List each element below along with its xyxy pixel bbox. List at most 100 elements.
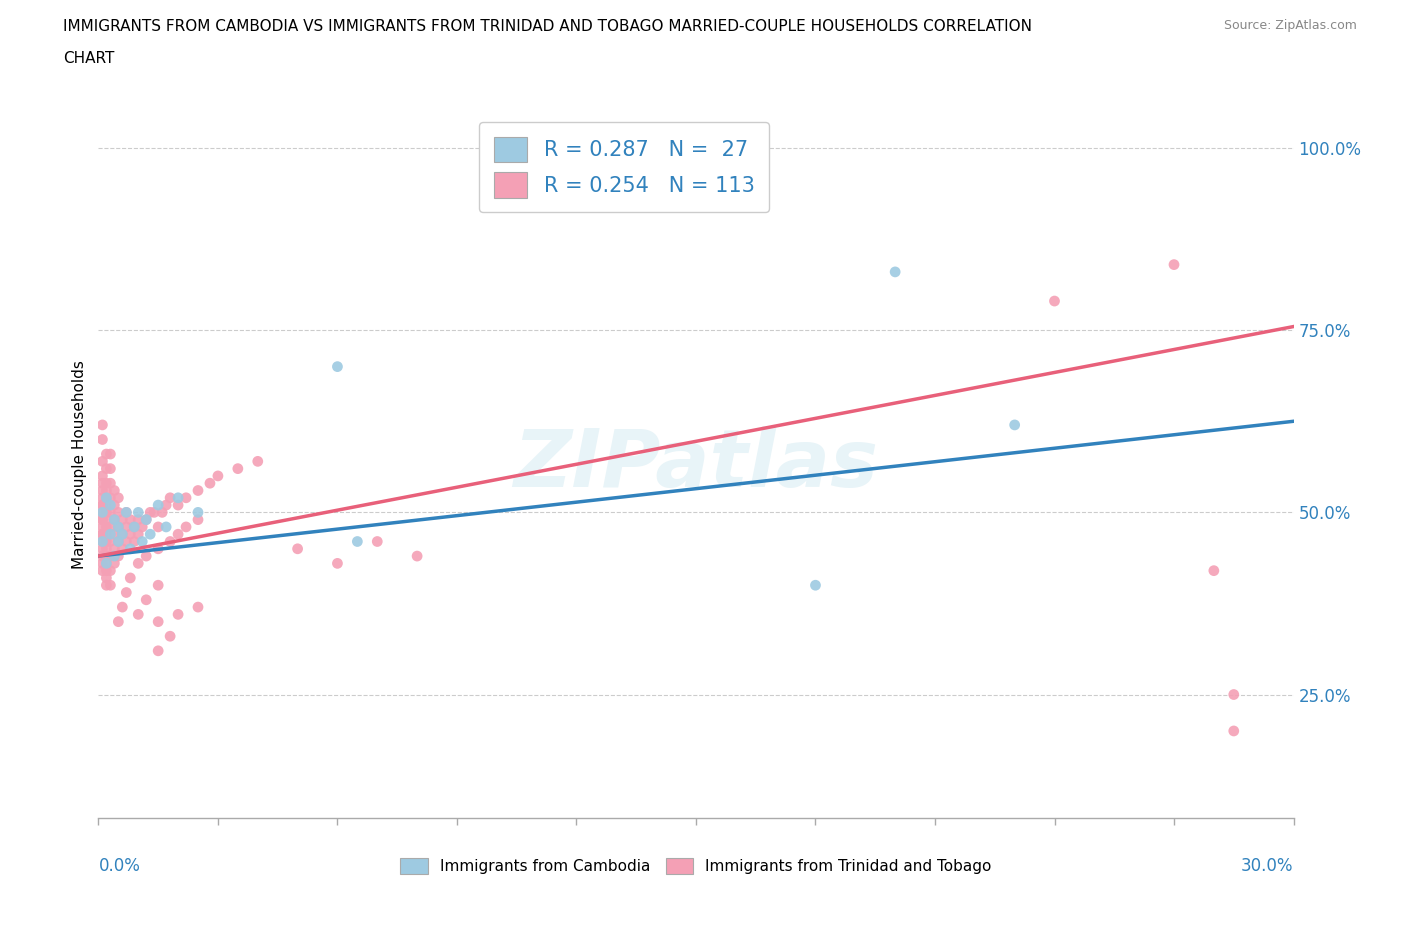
Point <box>96 564 118 578</box>
Point <box>107 534 129 549</box>
Text: IMMIGRANTS FROM CAMBODIA VS IMMIGRANTS FROM TRINIDAD AND TOBAGO MARRIED-COUPLE H: IMMIGRANTS FROM CAMBODIA VS IMMIGRANTS F… <box>63 19 1032 33</box>
Point <box>91 505 114 520</box>
Point <box>127 526 149 541</box>
Point <box>103 512 125 527</box>
Point <box>346 534 368 549</box>
Point <box>115 505 138 520</box>
Text: Source: ZipAtlas.com: Source: ZipAtlas.com <box>1223 19 1357 32</box>
Point <box>96 549 118 564</box>
Point <box>91 505 114 520</box>
Point <box>174 520 197 535</box>
Point <box>1223 687 1246 702</box>
Point <box>135 512 157 527</box>
Point <box>148 614 170 629</box>
Point <box>98 578 122 592</box>
Point <box>1202 564 1225 578</box>
Point <box>91 512 114 527</box>
Point <box>139 505 162 520</box>
Point <box>96 476 118 491</box>
Point <box>135 512 157 527</box>
Point <box>91 469 114 484</box>
Point <box>91 526 114 541</box>
Point <box>96 505 118 520</box>
Point <box>148 541 170 556</box>
Point <box>287 541 309 556</box>
Point <box>155 520 177 535</box>
Point <box>167 526 190 541</box>
Point <box>131 534 153 549</box>
Point <box>326 556 349 571</box>
Point <box>326 359 349 374</box>
Point <box>107 549 129 564</box>
Point <box>98 534 122 549</box>
Legend: Immigrants from Cambodia, Immigrants from Trinidad and Tobago: Immigrants from Cambodia, Immigrants fro… <box>401 858 991 874</box>
Point <box>107 520 129 535</box>
Point <box>148 498 170 512</box>
Point <box>96 526 118 541</box>
Point <box>246 454 269 469</box>
Point <box>103 512 125 527</box>
Point <box>1004 418 1026 432</box>
Point <box>111 541 134 556</box>
Point <box>124 534 146 549</box>
Point <box>120 512 142 527</box>
Point <box>96 556 118 571</box>
Point <box>91 418 114 432</box>
Point <box>91 520 114 535</box>
Point <box>1043 294 1066 309</box>
Text: ZIPatlas: ZIPatlas <box>513 426 879 504</box>
Point <box>187 505 209 520</box>
Point <box>103 483 125 498</box>
Point <box>167 490 190 505</box>
Point <box>98 520 122 535</box>
Text: 30.0%: 30.0% <box>1241 857 1294 875</box>
Point <box>804 578 827 592</box>
Point <box>91 490 114 505</box>
Text: 0.0%: 0.0% <box>98 857 141 875</box>
Point <box>111 512 134 527</box>
Point <box>96 490 118 505</box>
Point <box>107 505 129 520</box>
Point <box>159 534 181 549</box>
Point <box>96 541 118 556</box>
Point <box>96 461 118 476</box>
Point <box>107 490 129 505</box>
Point <box>167 498 190 512</box>
Point <box>115 585 138 600</box>
Point <box>187 512 209 527</box>
Point <box>96 570 118 585</box>
Point <box>155 498 177 512</box>
Point <box>91 534 114 549</box>
Point <box>187 483 209 498</box>
Point <box>98 549 122 564</box>
Point <box>127 512 149 527</box>
Point <box>143 505 166 520</box>
Point <box>96 534 118 549</box>
Point <box>98 505 122 520</box>
Point <box>96 578 118 592</box>
Point <box>98 461 122 476</box>
Point <box>115 520 138 535</box>
Point <box>91 432 114 447</box>
Point <box>103 541 125 556</box>
Point <box>91 454 114 469</box>
Point <box>91 483 114 498</box>
Point <box>96 512 118 527</box>
Point <box>91 541 114 556</box>
Point <box>127 556 149 571</box>
Point <box>131 520 153 535</box>
Point <box>98 526 122 541</box>
Point <box>1223 724 1246 738</box>
Point <box>91 476 114 491</box>
Point <box>111 526 134 541</box>
Y-axis label: Married-couple Households: Married-couple Households <box>72 361 87 569</box>
Point <box>91 526 114 541</box>
Point <box>91 534 114 549</box>
Point <box>148 578 170 592</box>
Point <box>98 490 122 505</box>
Point <box>96 446 118 461</box>
Point <box>96 490 118 505</box>
Point <box>148 520 170 535</box>
Point <box>406 549 429 564</box>
Point <box>107 614 129 629</box>
